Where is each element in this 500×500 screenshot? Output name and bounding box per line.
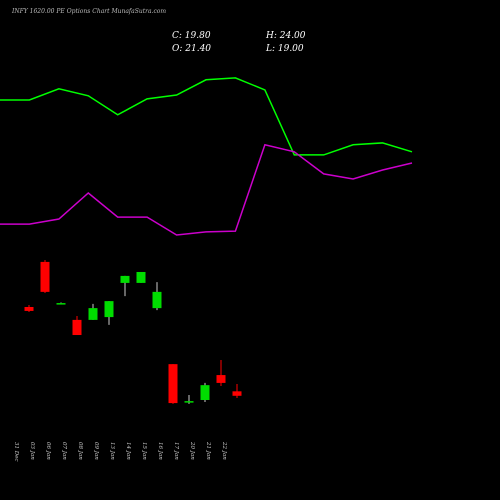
- candle-body: [232, 391, 242, 396]
- x-tick-label: 15 Jan: [141, 442, 147, 460]
- ohlc-high: H: 24.00: [265, 31, 306, 41]
- candle-body: [168, 364, 178, 404]
- x-tick-label: 08 Jan: [77, 442, 83, 460]
- x-tick-label: 17 Jan: [173, 442, 179, 460]
- x-tick-label: 22 Jan: [221, 441, 227, 460]
- indicator-line: [0, 143, 413, 236]
- chart-title: INFY 1620.00 PE Options Chart MunafaSutr…: [11, 8, 166, 15]
- candle-body: [56, 303, 66, 305]
- ohlc-low: L: 19.00: [265, 44, 304, 54]
- candle-body: [152, 291, 162, 309]
- x-tick-label: 07 Jan: [61, 442, 67, 460]
- candle-body: [184, 401, 194, 403]
- candle-body: [88, 308, 98, 320]
- candle-body: [120, 275, 130, 283]
- x-tick-label: 03 Jan: [29, 442, 35, 460]
- x-tick-label: 09 Jan: [93, 442, 99, 460]
- x-tick-label: 20 Jan: [189, 441, 195, 460]
- candle-body: [72, 319, 82, 336]
- candle-body: [104, 301, 114, 318]
- indicator-line: [0, 77, 413, 156]
- candle-body: [40, 261, 50, 292]
- x-tick-label: 13 Jan: [109, 442, 115, 460]
- x-tick-label: 31 Dec: [13, 442, 19, 462]
- x-tick-label: 06 Jan: [45, 442, 51, 460]
- candle-body: [200, 385, 210, 400]
- candle-body: [136, 271, 146, 283]
- ohlc-close: C: 19.80: [172, 31, 211, 41]
- candle-body: [24, 307, 34, 311]
- x-tick-label: 21 Jan: [205, 441, 211, 460]
- x-tick-label: 16 Jan: [157, 442, 163, 460]
- ohlc-open: O: 21.40: [172, 44, 211, 54]
- x-tick-label: 14 Jan: [125, 442, 131, 460]
- candle-body: [216, 375, 226, 383]
